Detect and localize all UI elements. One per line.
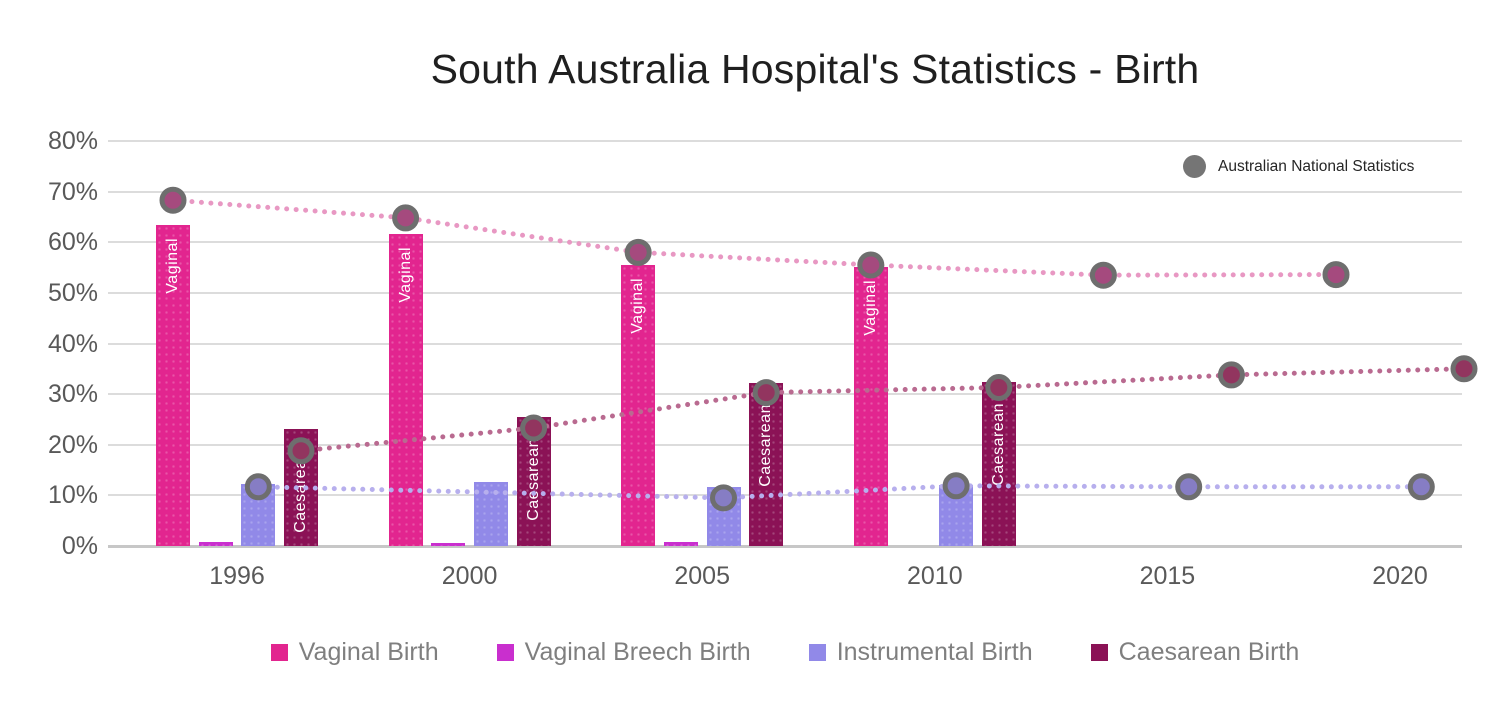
series-legend: Vaginal Birth Vaginal Breech Birth Instrum…: [110, 638, 1460, 667]
x-axis-tick-label-2005: 2005: [674, 562, 730, 590]
bar-label-caesarean: Caesarean: [524, 438, 542, 522]
national-legend-marker-icon: [1183, 155, 1206, 178]
national-legend: Australian National Statistics: [1183, 155, 1414, 178]
gridline-60: [108, 241, 1462, 244]
national-legend-label: Australian National Statistics: [1218, 157, 1415, 175]
bar-label-caesarean: Caesarean: [292, 449, 309, 533]
legend-label-instrumental-birth: Instrumental Birth: [836, 638, 1033, 666]
bar-vaginal-birth-1996: Vaginal: [156, 224, 190, 546]
y-axis-tick-label-80: 80%: [47, 127, 98, 155]
bar-vaginal-birth-2000: Vaginal: [388, 233, 423, 546]
gridline-0: [108, 545, 1462, 548]
legend-item-vaginal-birth: Vaginal Birth: [270, 638, 439, 667]
y-axis-tick-label-40: 40%: [47, 329, 98, 358]
x-axis-tick-label-2020: 2020: [1372, 562, 1428, 590]
y-axis-tick-label-10: 10%: [47, 481, 98, 510]
legend-label-caesarean-birth: Caesarean Birth: [1118, 638, 1300, 666]
gridline-30: [108, 393, 1462, 396]
legend-item-caesarean-birth: Caesarean Birth: [1090, 638, 1300, 667]
gridline-40: [108, 342, 1462, 345]
gridline-70: [108, 190, 1462, 193]
y-axis-tick-label-70: 70%: [47, 177, 98, 206]
legend-label-vaginal-breech-birth: Vaginal Breech Birth: [524, 638, 751, 666]
bar-label-caesarean: Caesarean: [989, 402, 1007, 486]
bar-caesarean-birth-2010: Caesarean: [981, 381, 1016, 546]
y-axis-tick-label-0: 0%: [61, 532, 98, 560]
x-axis-tick-label-1996: 1996: [209, 562, 265, 590]
bar-label-vaginal: Vaginal: [396, 246, 414, 303]
chart-title: South Australia Hospital's Statistics - …: [430, 46, 1200, 92]
x-axis-tick-label-2010: 2010: [906, 562, 963, 590]
bar-vaginal-breech-birth-2005: [663, 542, 698, 546]
bar-vaginal-breech-birth-1996: [198, 541, 233, 546]
gridline-80: [108, 140, 1462, 142]
bar-instrumental-birth-2000: [473, 481, 508, 546]
bar-instrumental-birth-2010: [939, 485, 974, 546]
bar-label-caesarean: Caesarean: [757, 403, 775, 487]
bar-vaginal-birth-2005: Vaginal: [621, 264, 656, 546]
x-axis-tick-label-2000: 2000: [441, 562, 498, 590]
bar-caesarean-birth-1996: Caesarean: [284, 428, 318, 546]
bar-caesarean-birth-2000: Caesarean: [516, 417, 551, 546]
bar-instrumental-birth-2005: [706, 486, 741, 546]
legend-swatch-icon-vaginal-breech-birth: [496, 644, 514, 661]
bar-vaginal-breech-birth-2000: [431, 543, 466, 546]
legend-swatch-icon-instrumental-birth: [808, 644, 826, 661]
bar-vaginal-birth-2010: Vaginal: [853, 266, 888, 546]
bar-label-vaginal: Vaginal: [861, 279, 879, 336]
legend-swatch-icon-vaginal-birth: [270, 644, 288, 661]
x-axis-tick-label-2015: 2015: [1139, 562, 1196, 590]
y-axis-tick-label-30: 30%: [47, 380, 98, 409]
legend-item-instrumental-birth: Instrumental Birth: [808, 638, 1033, 667]
bar-instrumental-birth-1996: [241, 483, 276, 546]
bar-label-vaginal: Vaginal: [164, 237, 181, 294]
gridline-50: [108, 291, 1462, 294]
legend-item-vaginal-breech-birth: Vaginal Breech Birth: [496, 638, 751, 667]
legend-label-vaginal-birth: Vaginal Birth: [298, 638, 439, 666]
legend-swatch-icon-caesarean-birth: [1090, 644, 1108, 661]
y-axis-tick-label-60: 60%: [47, 228, 98, 257]
y-axis-tick-label-20: 20%: [47, 430, 98, 459]
bar-label-vaginal: Vaginal: [629, 277, 647, 334]
y-axis-tick-label-50: 50%: [47, 278, 98, 307]
bar-caesarean-birth-2005: Caesarean: [749, 382, 784, 546]
